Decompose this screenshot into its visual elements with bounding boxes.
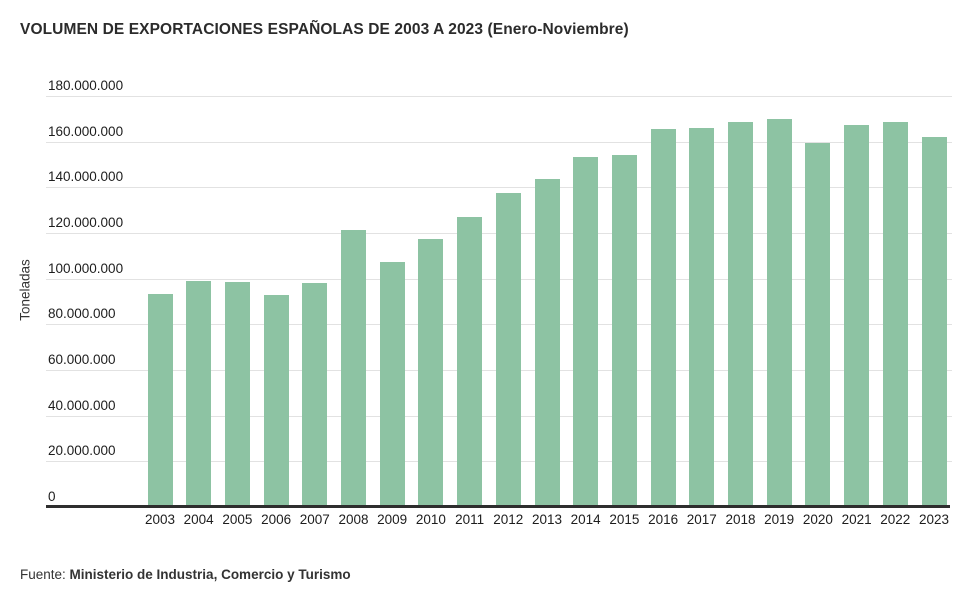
x-tick-label: 2014	[570, 512, 601, 527]
bar-2017	[689, 127, 715, 507]
x-tick-label: 2012	[493, 512, 524, 527]
y-tick-label: 160.000.000	[48, 123, 124, 139]
bar-2005	[224, 282, 250, 507]
source-name: Ministerio de Industria, Comercio y Turi…	[69, 567, 351, 582]
bar-2011	[457, 217, 483, 507]
bar-2014	[573, 156, 599, 507]
x-tick-label: 2004	[183, 512, 214, 527]
y-tick-label: 20.000.000	[48, 443, 116, 459]
source-prefix: Fuente:	[20, 567, 66, 582]
bar-2019	[766, 118, 792, 507]
bar-2009	[379, 261, 405, 507]
x-tick-label: 2011	[455, 512, 485, 527]
bar-2021	[844, 124, 870, 507]
source-note: Fuente: Ministerio de Industria, Comerci…	[20, 567, 351, 582]
x-tick-label: 2006	[261, 512, 292, 527]
x-tick-label: 2005	[222, 512, 253, 527]
x-tick-label: 2017	[686, 512, 717, 527]
y-tick-label: 140.000.000	[48, 169, 124, 185]
bar-2023	[921, 137, 947, 507]
x-tick-label: 2023	[918, 512, 950, 527]
x-tick-label: 2009	[377, 512, 408, 527]
bar-2008	[341, 229, 366, 507]
gridline	[46, 96, 952, 97]
y-axis-title: Toneladas	[17, 259, 33, 321]
y-tick-label: 60.000.000	[48, 352, 116, 367]
gridline	[46, 141, 952, 143]
y-tick-label: 80.000.000	[48, 306, 116, 322]
x-tick-labels: 2003 2004 2005 2006 2007 2008 2009 2010 2011 2012…	[46, 512, 952, 530]
y-tick-label: 120.000.000	[48, 215, 124, 230]
y-tick-label: 180.000.000	[48, 78, 124, 93]
y-tick-label: 0	[48, 489, 56, 504]
x-tick-label: 2007	[299, 512, 330, 527]
bar-2013	[534, 179, 560, 507]
bar-2012	[495, 193, 521, 507]
bar-2015	[611, 155, 637, 507]
chart-title: VOLUMEN DE EXPORTACIONES ESPAÑOLAS DE 20…	[20, 21, 629, 38]
bar-2007	[302, 283, 328, 507]
x-tick-label: 2008	[338, 512, 369, 527]
x-tick-label: 2022	[880, 512, 911, 527]
bar-2006	[263, 294, 289, 507]
x-tick-label: 2010	[415, 512, 446, 527]
x-axis-line	[46, 505, 950, 508]
x-tick-label: 2016	[648, 512, 679, 527]
x-tick-label: 2019	[764, 512, 795, 527]
bar-2010	[418, 238, 444, 507]
x-tick-label: 2018	[725, 512, 756, 527]
x-tick-label: 2021	[841, 512, 872, 527]
x-tick-label: 2020	[802, 512, 833, 527]
bar-2022	[882, 122, 908, 507]
x-tick-label: 2013	[531, 512, 563, 527]
x-tick-label: 2003	[144, 512, 176, 527]
bar-2016	[650, 129, 676, 507]
bar-2003	[147, 293, 173, 507]
bar-2018	[728, 122, 753, 507]
x-tick-label: 2015	[609, 512, 640, 527]
gridline	[46, 187, 952, 189]
bar-2020	[805, 142, 831, 507]
plot-area: 0 20.000.000 40.000.000 60.000.000 80.000.00…	[46, 78, 952, 508]
bar-2004	[186, 280, 212, 507]
y-tick-label: 40.000.000	[48, 397, 116, 413]
y-tick-label: 100.000.000	[48, 260, 124, 276]
